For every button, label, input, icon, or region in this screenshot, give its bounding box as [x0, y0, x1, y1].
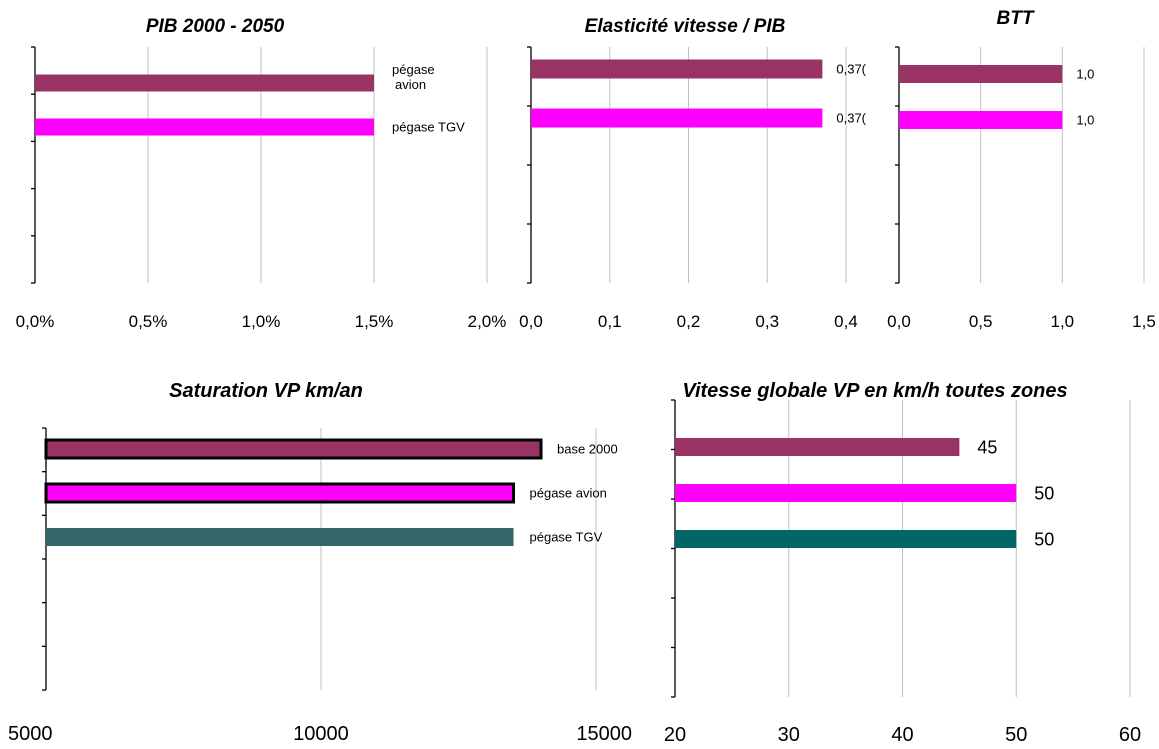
x-tick-label: 5000: [8, 723, 53, 745]
chart-panel-3: BTT 0,0 0,5 1,0 1,5 1,0 1,0: [887, 8, 1156, 331]
x-tick-label: 60: [1119, 724, 1141, 746]
x-tick-label: 0,2: [677, 312, 701, 331]
data-label: pégase: [392, 62, 435, 77]
x-tick-label: 0,4: [834, 312, 858, 331]
bar: [675, 530, 1017, 548]
bar: [899, 111, 1063, 129]
x-tick-label: 50: [1005, 724, 1027, 746]
chart-panel-2: Elasticité vitesse / PIB 0,0 0,1 0,2 0,3 0,4 0…: [519, 16, 866, 331]
chart-panel-5: Vitesse globale VP en km/h toutes zones 2…: [664, 380, 1141, 746]
chart-panel-1: PIB 2000 - 2050 0,0% 0,5% 1,0% 1,5% 2,0% pégas…: [16, 16, 507, 331]
data-label: base 2000: [557, 442, 618, 457]
data-label: 0,37(: [836, 62, 866, 77]
data-label: avion: [395, 77, 426, 92]
chart-title: Vitesse globale VP en km/h toutes zones: [682, 380, 1067, 402]
bar: [35, 118, 374, 136]
data-label: 45: [977, 437, 997, 457]
data-label: pégase avion: [530, 486, 607, 501]
data-label: pégase TGV: [392, 120, 465, 135]
x-tick-label: 10000: [293, 723, 349, 745]
data-label: 1,0: [1076, 113, 1094, 128]
bar: [531, 59, 823, 79]
x-tick-label: 1,0%: [242, 312, 281, 331]
x-tick-label: 0,5: [969, 312, 993, 331]
x-tick-label: 0,5%: [129, 312, 168, 331]
x-tick-label: 1,0: [1051, 312, 1075, 331]
x-tick-label: 20: [664, 724, 686, 746]
chart-title: Saturation VP km/an: [169, 380, 363, 402]
x-tick-label: 1,5%: [355, 312, 394, 331]
bar: [44, 438, 543, 460]
data-label: 50: [1034, 529, 1054, 549]
bar: [44, 482, 515, 504]
chart-title: Elasticité vitesse / PIB: [585, 16, 786, 37]
data-label: 1,0: [1076, 67, 1094, 82]
x-tick-label: 40: [891, 724, 913, 746]
bar: [35, 74, 374, 92]
x-tick-label: 0,1: [598, 312, 622, 331]
chart-panel-4: Saturation VP km/an 5000 10000 15000 base 20…: [8, 380, 632, 745]
x-tick-label: 30: [778, 724, 800, 746]
x-tick-label: 2,0%: [468, 312, 507, 331]
bar: [46, 528, 514, 546]
data-label: 50: [1034, 483, 1054, 503]
bar: [531, 108, 823, 128]
x-tick-label: 0,3: [755, 312, 779, 331]
bar: [675, 484, 1017, 502]
data-label: pégase TGV: [530, 530, 603, 545]
x-tick-label: 0,0%: [16, 312, 55, 331]
x-tick-label: 1,5: [1132, 312, 1156, 331]
x-tick-label: 0,0: [519, 312, 543, 331]
x-tick-label: 0,0: [887, 312, 911, 331]
bar: [675, 438, 960, 456]
chart-title: PIB 2000 - 2050: [146, 16, 285, 37]
chart-title: BTT: [997, 8, 1035, 29]
data-label: 0,37(: [836, 111, 866, 126]
bar: [899, 65, 1063, 83]
x-tick-label: 15000: [576, 723, 632, 745]
